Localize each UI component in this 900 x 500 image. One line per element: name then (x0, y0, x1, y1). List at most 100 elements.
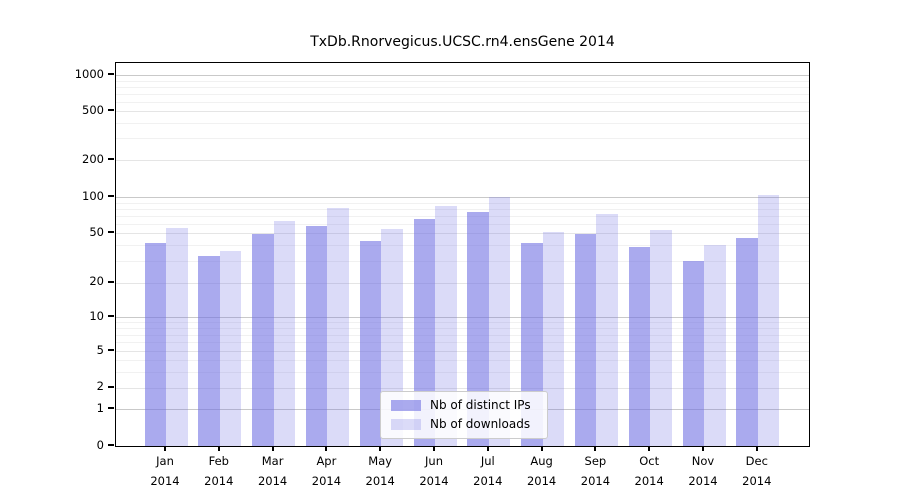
x-label-may: May 2014 (365, 454, 395, 488)
y-tick-label-200: 200 (82, 151, 104, 166)
bar-downloads-nov (704, 245, 726, 446)
y-tick-label-1000: 1000 (74, 66, 104, 81)
y-tick-20 (108, 280, 114, 283)
x-label-feb: Feb 2014 (204, 454, 234, 488)
gridline-70 (116, 215, 809, 217)
x-tick-aug (540, 446, 543, 451)
x-label-jan: Jan 2014 (150, 454, 180, 488)
y-tick-2 (108, 385, 114, 388)
bar-downloads-apr (327, 208, 349, 446)
bar-distinct-ips-mar (252, 234, 274, 446)
gridline-20 (116, 282, 809, 284)
y-tick-label-0: 0 (96, 437, 104, 452)
x-label-nov: Nov 2014 (688, 454, 718, 488)
x-tick-jan (164, 446, 166, 451)
x-tick-jul (486, 446, 489, 451)
gridline-7 (116, 334, 809, 336)
chart-legend: Nb of distinct IPs Nb of downloads (380, 391, 548, 439)
y-tick-label-5: 5 (96, 342, 104, 357)
y-tick-1 (108, 407, 114, 410)
gridline-700 (116, 93, 809, 95)
bar-distinct-ips-oct (628, 246, 651, 446)
gridline-80 (116, 208, 809, 210)
y-tick-label-1: 1 (96, 400, 104, 415)
x-tick-jun (433, 446, 435, 451)
bar-distinct-ips-apr (305, 226, 328, 446)
x-label-sep: Sep 2014 (580, 454, 611, 488)
gridline-8 (116, 327, 809, 329)
gridline-100 (116, 197, 809, 198)
bar-distinct-ips-dec (736, 237, 758, 446)
gridline-800 (116, 86, 809, 88)
gridline-200 (116, 160, 809, 161)
x-label-mar: Mar 2014 (257, 454, 288, 488)
gridline-50 (116, 233, 809, 235)
gridline-600 (116, 101, 809, 103)
x-tick-nov (702, 446, 704, 451)
y-tick-0 (108, 444, 114, 446)
gridline-6 (116, 342, 809, 344)
legend-label-distinct-ips: Nb of distinct IPs (430, 398, 531, 412)
y-tick-5 (108, 349, 114, 351)
y-tick-10 (108, 315, 114, 317)
bar-downloads-jul (488, 196, 511, 446)
y-tick-100 (108, 195, 114, 197)
y-tick-200 (108, 158, 114, 160)
gridline-4 (116, 359, 809, 361)
bar-downloads-mar (273, 221, 296, 446)
bar-distinct-ips-feb (198, 255, 220, 446)
bar-downloads-sep (596, 214, 618, 446)
x-tick-dec (755, 446, 758, 451)
bar-downloads-oct (650, 230, 672, 446)
y-tick-label-20: 20 (89, 274, 104, 289)
bar-distinct-ips-sep (574, 234, 597, 446)
gridline-900 (116, 80, 809, 82)
gridline-40 (116, 245, 809, 247)
y-tick-label-10: 10 (89, 308, 104, 323)
y-tick-label-500: 500 (82, 102, 104, 117)
y-tick-label-2: 2 (96, 379, 104, 394)
gridline-3 (116, 371, 809, 373)
gridline-300 (116, 138, 809, 140)
x-label-apr: Apr 2014 (311, 454, 342, 488)
gridline-90 (116, 202, 809, 204)
gridline-30 (116, 260, 809, 262)
gridline-9 (116, 322, 809, 324)
legend-item-downloads: Nb of downloads (391, 417, 537, 431)
legend-swatch-distinct-ips (391, 399, 421, 411)
x-label-dec: Dec 2014 (742, 454, 772, 488)
chart-title: TxDb.Rnorvegicus.UCSC.rn4.ensGene 2014 (310, 34, 615, 50)
y-tick-1000 (108, 73, 114, 75)
y-tick-500 (108, 109, 114, 111)
gridline-500 (116, 111, 809, 112)
gridline-400 (116, 122, 809, 124)
x-tick-mar (271, 446, 274, 451)
y-tick-50 (108, 231, 114, 234)
bar-downloads-jun (435, 206, 457, 446)
gridline-60 (116, 223, 809, 225)
x-label-jul: Jul 2014 (473, 454, 503, 488)
bar-distinct-ips-jul (467, 212, 489, 446)
bar-distinct-ips-jan (144, 242, 166, 446)
x-tick-oct (648, 446, 651, 451)
gridline-5 (116, 351, 809, 352)
bar-distinct-ips-jun (413, 218, 435, 446)
x-tick-sep (594, 446, 597, 451)
x-label-jun: Jun 2014 (419, 454, 449, 488)
x-label-aug: Aug 2014 (526, 454, 557, 488)
gridline-2 (116, 387, 809, 389)
bar-downloads-feb (219, 251, 242, 446)
x-label-oct: Oct 2014 (634, 454, 664, 488)
bar-distinct-ips-nov (682, 260, 704, 446)
x-tick-feb (217, 446, 220, 451)
y-tick-label-50: 50 (89, 224, 104, 239)
legend-item-distinct-ips: Nb of distinct IPs (391, 398, 537, 412)
x-tick-may (379, 446, 382, 451)
y-tick-label-100: 100 (82, 188, 104, 203)
x-tick-apr (325, 446, 328, 451)
bar-downloads-dec (757, 194, 780, 446)
gridline-10 (116, 317, 809, 318)
bar-distinct-ips-may (359, 241, 382, 446)
bar-downloads-jan (166, 228, 188, 446)
